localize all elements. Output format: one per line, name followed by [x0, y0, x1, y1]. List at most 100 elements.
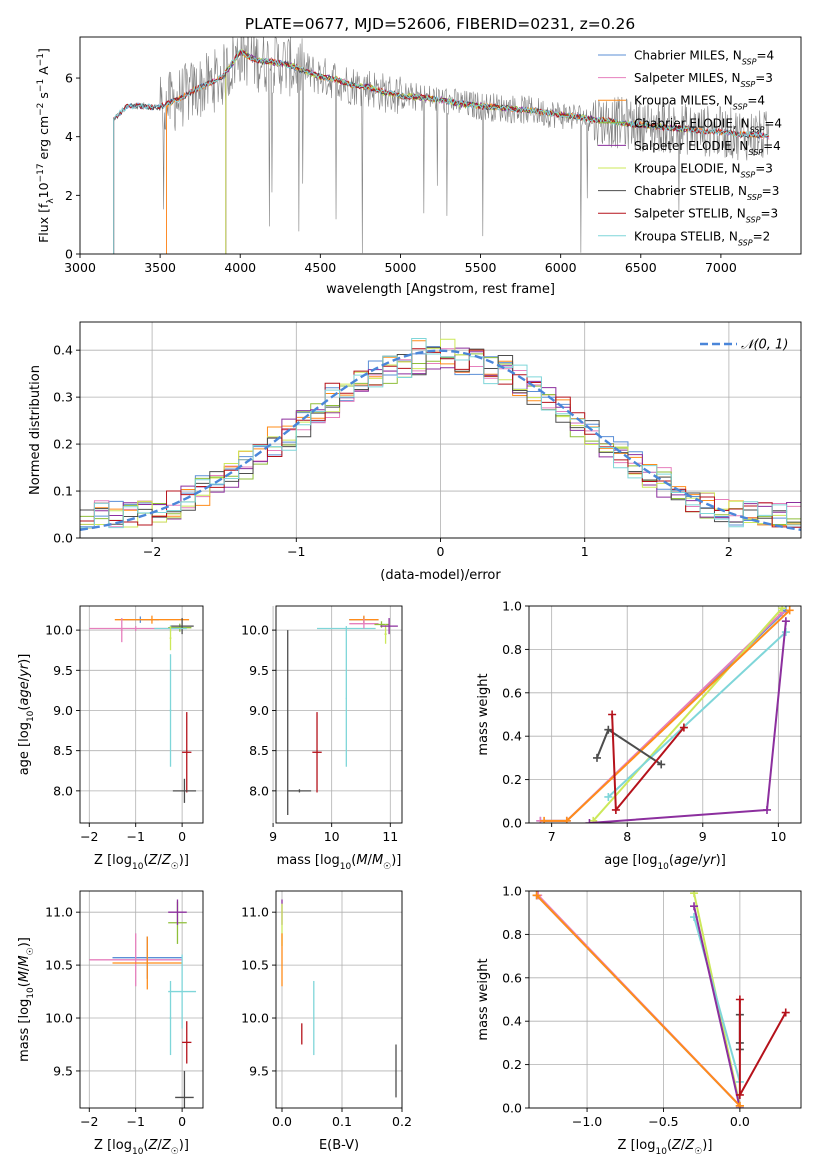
y-tick-label: 0.6 [502, 685, 522, 700]
axes-frame [79, 605, 204, 824]
x-tick-label: 5500 [465, 260, 497, 275]
x-tick-label: −2 [143, 544, 161, 559]
errorbar-kroupa-stelib [169, 980, 172, 1056]
legend-label-normal: 𝒩(0, 1) [741, 338, 788, 353]
weight-line-salpeter-miles [540, 611, 783, 822]
y-tick-label: 8.0 [53, 783, 73, 798]
normal-distribution-curve [80, 349, 801, 531]
y-tick-label: 0.4 [502, 729, 522, 744]
plot-area [80, 337, 801, 531]
weight-marker [593, 753, 601, 762]
y-tick-label: 10.0 [241, 623, 269, 638]
x-tick-label: −2 [80, 829, 98, 844]
y-axis-label: mass [log10(M/M☉)] [17, 937, 36, 1062]
y-tick-label: 0.0 [502, 1101, 522, 1116]
y-tick-label: 9.0 [249, 703, 269, 718]
y-tick-label: 4 [65, 129, 73, 144]
axes-frame [79, 321, 802, 539]
x-tick-label: 4500 [304, 260, 336, 275]
x-tick-label: 7000 [705, 260, 737, 275]
y-tick-label: 10.0 [45, 1011, 73, 1026]
weight-marker [604, 725, 613, 734]
weight-marker [532, 891, 541, 900]
weight-marker [611, 805, 620, 814]
y-tick-label: 9.5 [53, 1063, 73, 1078]
x-tick-label: 10 [324, 829, 340, 844]
model-line-salpeter-elodie [225, 49, 688, 254]
weight-line-chabrier-miles [540, 609, 787, 822]
x-tick-label: 4000 [224, 260, 256, 275]
x-tick-label: −1 [287, 544, 305, 559]
weight-vs-age-panel: 7 8 9 10 0.0 0.2 0.4 0.6 0.8 1.0 age [log10(age/yr… [476, 599, 802, 872]
spectrum-panel: 3000 3500 4000 4500 5000 5500 6000 6500 7000 0 2 4 6… [36, 36, 802, 297]
x-tick-label: 8 [623, 829, 631, 844]
y-tick-label: 0.4 [502, 1014, 522, 1029]
y-tick-label: 8.5 [249, 743, 269, 758]
plot-area [89, 615, 197, 803]
weight-marker [735, 1101, 744, 1108]
x-tick-label: 9 [699, 829, 707, 844]
x-tick-label: 0.2 [392, 1114, 412, 1129]
y-tick-label: 10.0 [241, 1011, 269, 1026]
y-axis-label: age [log10(age/yr)] [17, 654, 36, 776]
weight-line-salpeter-stelib [611, 714, 685, 813]
y-tick-label: 0.2 [502, 772, 522, 787]
weight-marker [657, 760, 666, 769]
weight-marker [690, 891, 699, 898]
axes-frame [275, 605, 403, 824]
weight-line-kroupa-stelib [693, 916, 741, 1083]
residual-hist-kroupa-stelib [80, 337, 801, 529]
plot-area [113, 37, 770, 254]
y-tick-label: 0.3 [53, 390, 73, 405]
x-axis-label: wavelength [Angstrom, rest frame] [326, 282, 555, 297]
y-axis-label: mass weight [476, 958, 491, 1040]
age-vs-mass-panel: 9 10 11 8.0 8.5 9.0 9.5 10.0 mass [log10(M/M☉)] [241, 605, 403, 872]
weight-line-salpeter-stelib [738, 999, 787, 1099]
legend-label-chabrier-stelib: Chabrier STELIB, NSSP=3 [634, 184, 779, 202]
x-axis-label: (data-model)/error [380, 568, 501, 583]
plot-area [281, 899, 397, 1098]
weight-marker [589, 816, 598, 823]
legend-label-chabrier-miles: Chabrier MILES, NSSP=4 [634, 49, 774, 67]
errorbar-kroupa-elodie [384, 624, 387, 644]
model-line-kroupa-stelib [113, 49, 769, 254]
mass-vs-Z-panel: −2 −1 0 9.5 10.0 10.5 11.0 Z [log10(Z/Z☉)] mass … [17, 890, 204, 1157]
x-tick-label: 3500 [144, 260, 176, 275]
y-tick-label: 9.0 [53, 703, 73, 718]
y-tick-label: 1.0 [502, 884, 522, 899]
axes-frame [528, 605, 802, 824]
errorbar-salpeter-miles [89, 933, 183, 987]
x-tick-label: 0.0 [272, 1114, 292, 1129]
y-tick-label: 10.0 [45, 623, 73, 638]
x-tick-label: 0 [178, 829, 186, 844]
errorbar-kroupa-miles [114, 615, 190, 624]
y-tick-label: 0.6 [502, 970, 522, 985]
y-tick-label: 1.0 [502, 599, 522, 614]
spectrum-legend: Chabrier MILES, NSSP=4 Salpeter MILES, NS… [598, 49, 782, 247]
axes-frame [528, 890, 802, 1109]
y-tick-label: 9.5 [53, 663, 73, 678]
errorbar-kroupa-elodie [169, 626, 172, 651]
errorbar-salpeter-miles [120, 618, 123, 643]
legend-label-kroupa-miles: Kroupa MILES, NSSP=4 [634, 94, 765, 112]
x-tick-label: 0.1 [332, 1114, 352, 1129]
weight-marker [540, 816, 549, 823]
errorbar-kroupa-miles [112, 936, 183, 990]
grid-lines [276, 891, 403, 1108]
legend-label-salpeter-miles: Salpeter MILES, NSSP=3 [634, 71, 773, 89]
x-tick-label: 0.0 [730, 1114, 750, 1129]
residual-hist-chabrier-elodie [80, 353, 801, 525]
plot-area [536, 606, 794, 823]
errorbar-chabrier-stelib [172, 778, 197, 803]
x-axis-label: Z [log10(Z/Z☉)] [94, 853, 189, 872]
weight-marker [608, 710, 617, 719]
plot-area [532, 891, 790, 1108]
x-tick-label: −0.5 [648, 1114, 678, 1129]
y-tick-label: 11.0 [45, 905, 73, 920]
y-tick-label: 0.8 [502, 927, 522, 942]
y-tick-label: 0.0 [53, 531, 73, 546]
plot-area [287, 615, 398, 815]
errorbar-kroupa-stelib [168, 954, 197, 1029]
y-tick-label: 2 [65, 188, 73, 203]
grid-lines [80, 606, 203, 823]
